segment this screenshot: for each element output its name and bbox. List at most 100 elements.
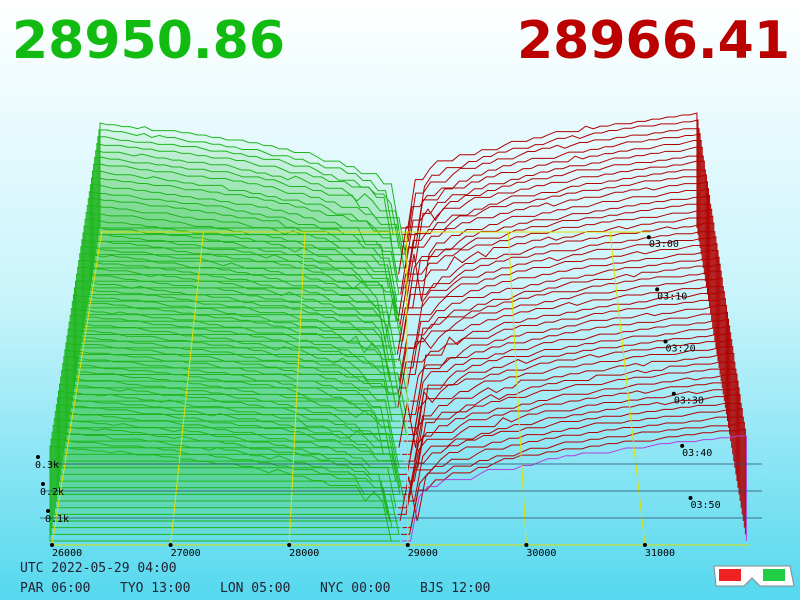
price-tick-label: 28000 — [289, 548, 319, 559]
bid-depth-layer — [78, 259, 398, 362]
bid-price: 28950.86 — [12, 11, 285, 71]
ask-depth-layer — [400, 428, 746, 535]
depth-curves — [49, 112, 747, 542]
bid-depth-layer — [69, 314, 407, 415]
city-time: LON 05:00 — [220, 581, 290, 596]
depth-tick — [36, 455, 40, 459]
ask-depth-layer — [407, 169, 706, 282]
city-time: BJS 12:00 — [420, 581, 490, 596]
price-tick — [524, 543, 529, 547]
ask-depth-layer — [406, 394, 741, 502]
ask-depth-layer — [397, 402, 742, 509]
depth-tick — [41, 482, 45, 486]
bid-depth-layer — [50, 438, 400, 535]
ask-depth-layer — [402, 222, 715, 335]
ask-depth-layer — [398, 160, 705, 275]
depth-tick — [46, 509, 50, 513]
ask-depth-layer — [398, 368, 737, 475]
ask-depth-layer — [397, 286, 724, 395]
bid-depth-layer — [71, 301, 409, 402]
price-tick-label: 27000 — [171, 548, 201, 559]
ask-depth-layer — [402, 421, 745, 529]
bid-depth-layer — [65, 342, 402, 442]
time-tick — [646, 235, 651, 240]
ask-depth-layer — [401, 387, 740, 495]
ask-depth-layer — [398, 339, 733, 448]
time-tick — [671, 391, 676, 396]
ask-depth-layer — [399, 215, 714, 328]
bid-depth-layer — [80, 246, 398, 349]
ask-depth-layer — [406, 373, 738, 482]
price-tick-label: 31000 — [645, 548, 675, 559]
price-grid-line — [170, 231, 204, 546]
ask-depth-layer — [407, 304, 727, 415]
bid-depth-layer — [53, 417, 396, 515]
time-tick — [688, 496, 693, 501]
bid-depth-layer — [77, 266, 404, 369]
time-tick — [680, 443, 685, 448]
bid-depth-layer — [76, 273, 406, 376]
ask-depth-layer — [405, 187, 710, 302]
ask-depth-layer — [400, 112, 698, 229]
ask-depth-layer — [404, 139, 702, 255]
bid-depth-layer — [63, 356, 401, 455]
ask-depth-layer — [397, 407, 743, 515]
ask-depth-layer — [400, 128, 700, 242]
price-grid-line — [288, 231, 306, 546]
ask-depth-layer — [399, 277, 723, 389]
bid-depth-layer — [70, 307, 397, 409]
bid-depth-layer — [75, 280, 398, 382]
bid-depth-layer — [55, 404, 405, 502]
time-tick-label: 03:50 — [691, 500, 721, 511]
ask-depth-layer — [401, 435, 747, 542]
time-tick-label: 03:10 — [657, 291, 687, 302]
ask-depth-layer — [408, 146, 703, 262]
ask-depth-layer — [396, 242, 718, 355]
time-tick-label: 03:00 — [649, 239, 679, 250]
price-tick — [405, 543, 410, 547]
time-tick — [663, 339, 668, 344]
ask-depth-layer — [402, 119, 699, 236]
ask-depth-layer — [406, 353, 735, 462]
ask-depth-layer — [400, 181, 708, 295]
glasses-icon — [713, 565, 795, 587]
bid-depth-layer — [62, 362, 405, 462]
ask-depth-layer — [408, 132, 701, 249]
price-grid-line — [507, 231, 527, 546]
time-tick-label: 03:30 — [674, 396, 704, 407]
depth-tick-label: 0.2k — [40, 487, 64, 498]
bid-depth-layer — [98, 129, 401, 236]
bid-depth-layer — [54, 411, 397, 509]
depth-tick-label: 0.3k — [35, 460, 59, 471]
ask-depth-layer — [397, 208, 713, 322]
ask-depth-layer — [402, 346, 734, 455]
bid-depth-layer — [60, 376, 398, 475]
ask-depth-layer — [407, 318, 730, 429]
ask-depth-layer — [398, 249, 719, 362]
bid-depth-layer — [61, 369, 408, 469]
ask-depth-layer — [407, 263, 721, 376]
utc-time: UTC 2022-05-29 04:00 — [20, 561, 177, 576]
bid-depth-layer — [89, 184, 397, 289]
ask-depth-layer — [397, 297, 726, 408]
price-grid-line — [406, 231, 409, 546]
bid-depth-layer — [66, 335, 408, 435]
bid-depth-layer — [68, 321, 401, 422]
bid-depth-layer — [88, 191, 400, 296]
bid-depth-layer — [52, 424, 399, 522]
ask-depth-layer — [408, 325, 731, 435]
bid-depth-layer — [93, 163, 405, 269]
ask-depth-layer — [409, 361, 736, 469]
price-tick — [642, 543, 647, 547]
bid-depth-layer — [84, 218, 397, 322]
price-tick — [50, 543, 55, 547]
price-tick — [287, 543, 292, 547]
city-time: PAR 06:00 — [20, 581, 90, 596]
price-grid-line — [51, 231, 103, 546]
city-time: TYO 13:00 — [120, 581, 190, 596]
bid-depth-layer — [51, 431, 401, 529]
ask-depth-layer — [403, 332, 732, 442]
bid-depth-layer — [64, 349, 398, 449]
ask-depth-layer — [399, 236, 717, 349]
